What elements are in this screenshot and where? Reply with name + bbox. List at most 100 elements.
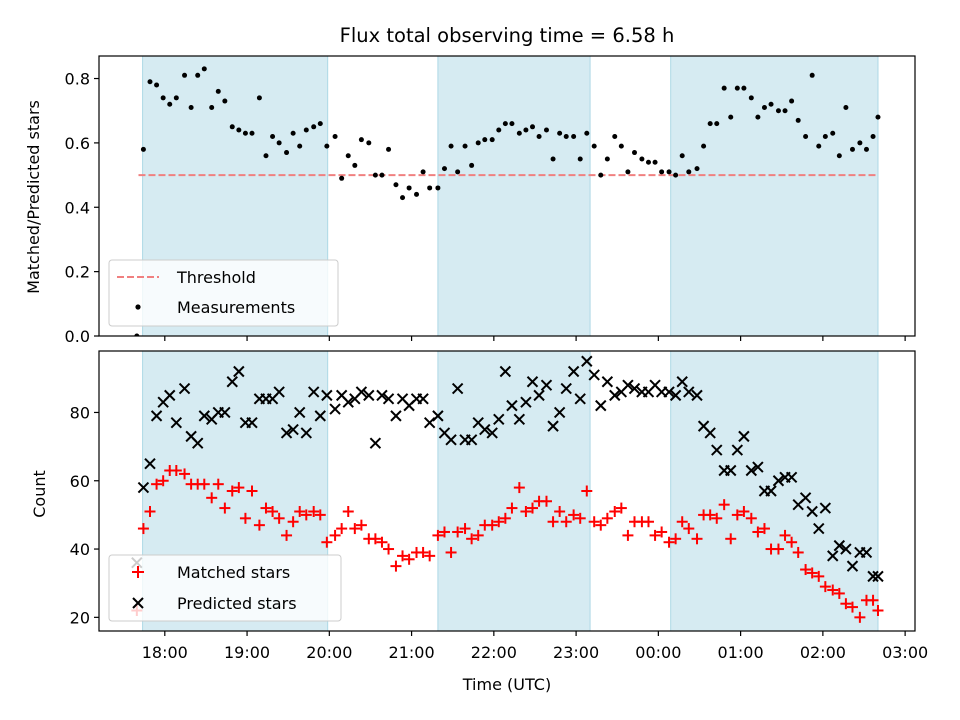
matched-point [731, 509, 743, 521]
measurement-point [563, 133, 569, 139]
measurement-point [789, 98, 795, 104]
measurement-point [721, 85, 727, 91]
matched-point [670, 533, 682, 545]
measurement-point [242, 130, 248, 136]
x-tick-label: 20:00 [306, 643, 352, 662]
measurement-point [173, 95, 179, 101]
predicted-point [691, 389, 703, 402]
measurement-point [215, 88, 221, 94]
predicted-point [329, 403, 341, 415]
measurement-point [768, 101, 774, 107]
measurement-point [366, 140, 372, 146]
legend-ratio-frame [108, 259, 339, 327]
measurement-point [652, 159, 658, 165]
matched-point [846, 601, 858, 613]
measurement-point [659, 169, 665, 175]
predicted-point [513, 413, 526, 425]
predicted-point [547, 420, 559, 432]
measurement-point [836, 153, 842, 159]
measurement-point [849, 146, 855, 152]
predicted-point [860, 546, 873, 559]
measurement-point [352, 162, 358, 168]
predicted-point [833, 539, 846, 552]
matched-point [198, 478, 210, 490]
matched-point [786, 536, 798, 548]
predicted-point [669, 389, 682, 402]
predicted-point [872, 570, 884, 583]
matched-point [267, 505, 279, 517]
predicted-point [628, 382, 641, 395]
matched-point [615, 502, 627, 514]
measurement-point [263, 153, 269, 159]
predicted-point [219, 406, 231, 419]
matched-point [683, 523, 695, 535]
predicted-point [806, 505, 818, 518]
legend-measurements-swatch [135, 304, 141, 310]
predicted-point [595, 399, 607, 412]
predicted-point [827, 550, 839, 562]
matched-point [432, 529, 444, 541]
matched-point [212, 478, 224, 490]
measurement-point [160, 95, 166, 101]
predicted-point [533, 389, 545, 402]
x-tick-label: 01:00 [718, 643, 764, 662]
matched-point [321, 536, 333, 548]
measurement-point [625, 169, 631, 175]
predicted-point [725, 464, 737, 477]
predicted-point [704, 427, 716, 439]
measurement-point [462, 143, 468, 149]
y-tick-label-0: 0.6 [65, 134, 90, 153]
predicted-point [314, 410, 326, 422]
measurement-point [345, 153, 351, 159]
measurement-point [571, 133, 577, 139]
matched-point [151, 478, 163, 490]
predicted-point [376, 389, 388, 402]
predicted-point [567, 365, 580, 378]
matched-point [499, 512, 511, 524]
predicted-point [601, 376, 614, 388]
matched-point [568, 509, 580, 521]
measurement-point [591, 143, 597, 149]
matched-point [417, 546, 429, 558]
matched-point [520, 505, 532, 517]
matched-point [281, 529, 293, 541]
predicted-point [663, 386, 675, 398]
y-tick-label-0: 0.4 [65, 198, 90, 217]
predicted-point [280, 427, 293, 439]
predicted-point [390, 410, 402, 422]
measurement-point [420, 169, 426, 175]
x-tick-label: 21:00 [389, 643, 435, 662]
measurement-point [666, 169, 672, 175]
plot-area-0 [134, 56, 881, 336]
x-tick-label: 03:00 [882, 643, 928, 662]
predicted-point [676, 376, 688, 388]
matched-point [676, 516, 688, 528]
matched-point [840, 598, 852, 610]
matched-point [758, 523, 770, 535]
measurement-point [209, 104, 215, 110]
measurement-point [435, 185, 441, 191]
measurement-point [256, 95, 262, 101]
matched-point [854, 611, 866, 623]
matched-point [833, 587, 845, 599]
matched-point [233, 482, 245, 494]
matched-point [867, 594, 879, 606]
matched-point [342, 505, 354, 517]
predicted-point [581, 355, 593, 367]
predicted-point [560, 382, 572, 395]
matched-point [226, 485, 238, 497]
measurement-point [406, 185, 412, 191]
predicted-point [765, 485, 777, 497]
predicted-point [711, 444, 723, 456]
measurement-point [154, 82, 160, 88]
measurement-point [229, 124, 235, 130]
predicted-point [233, 365, 245, 378]
measurement-point [550, 156, 556, 162]
measurement-point [809, 72, 815, 78]
matched-point [157, 475, 169, 487]
night-shade-0-1 [437, 56, 591, 336]
matched-point [656, 526, 668, 538]
measurement-point [523, 127, 529, 133]
predicted-point [192, 437, 204, 449]
matched-point [336, 523, 348, 535]
